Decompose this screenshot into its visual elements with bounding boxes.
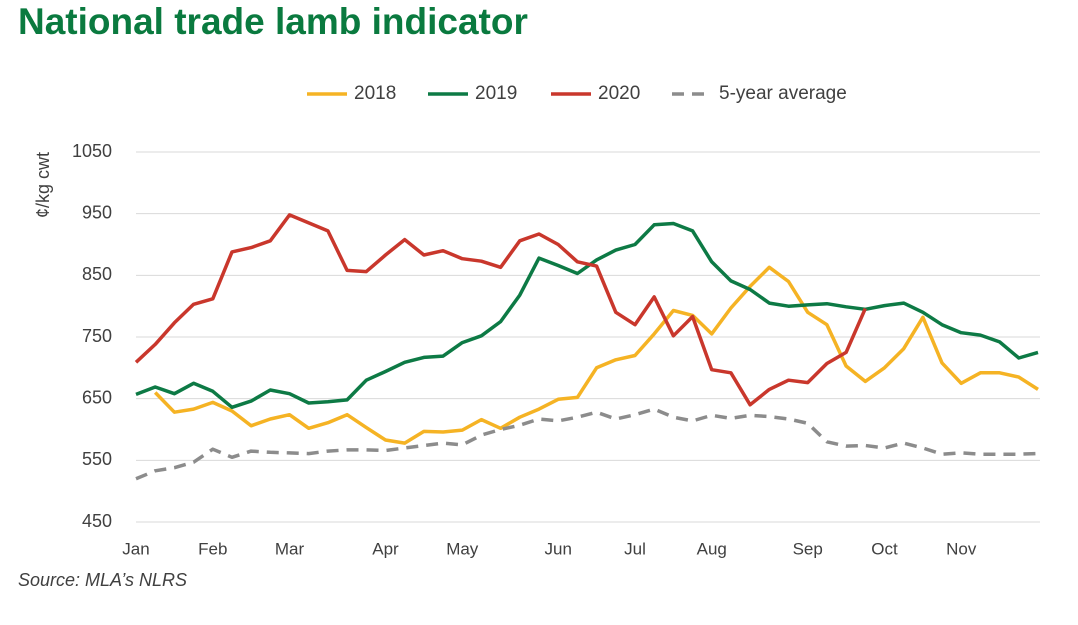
x-tick-label: Apr: [372, 539, 399, 558]
source-note: Source: MLA’s NLRS: [18, 570, 187, 590]
series-line: [135, 221, 1039, 410]
x-tick-label: Aug: [697, 539, 727, 558]
x-tick-label: Mar: [275, 539, 305, 558]
y-tick-label: 1050: [72, 141, 112, 161]
chart-title: National trade lamb indicator: [18, 1, 528, 42]
legend-label: 2020: [598, 83, 640, 104]
y-axis-label: ¢/kg cwt: [33, 152, 53, 218]
y-tick-label: 750: [82, 326, 112, 346]
x-tick-label: Oct: [871, 539, 898, 558]
legend-label: 2018: [354, 83, 396, 104]
y-tick-label: 550: [82, 449, 112, 469]
x-tick-label: Jun: [545, 539, 572, 558]
y-tick-label: 650: [82, 387, 112, 407]
x-tick-label: Nov: [946, 539, 977, 558]
x-tick-label: Jan: [122, 539, 149, 558]
y-tick-label: 850: [82, 264, 112, 284]
series-line: [134, 213, 867, 407]
x-tick-label: Sep: [793, 539, 823, 558]
legend-label: 5-year average: [719, 83, 847, 104]
series-line: [135, 407, 1039, 481]
y-tick-label: 450: [82, 511, 112, 531]
y-tick-label: 950: [82, 202, 112, 222]
series-line: [153, 265, 1039, 445]
legend-label: 2019: [475, 83, 517, 104]
x-tick-label: Jul: [624, 539, 646, 558]
x-tick-label: May: [446, 539, 479, 558]
x-tick-label: Feb: [198, 539, 227, 558]
